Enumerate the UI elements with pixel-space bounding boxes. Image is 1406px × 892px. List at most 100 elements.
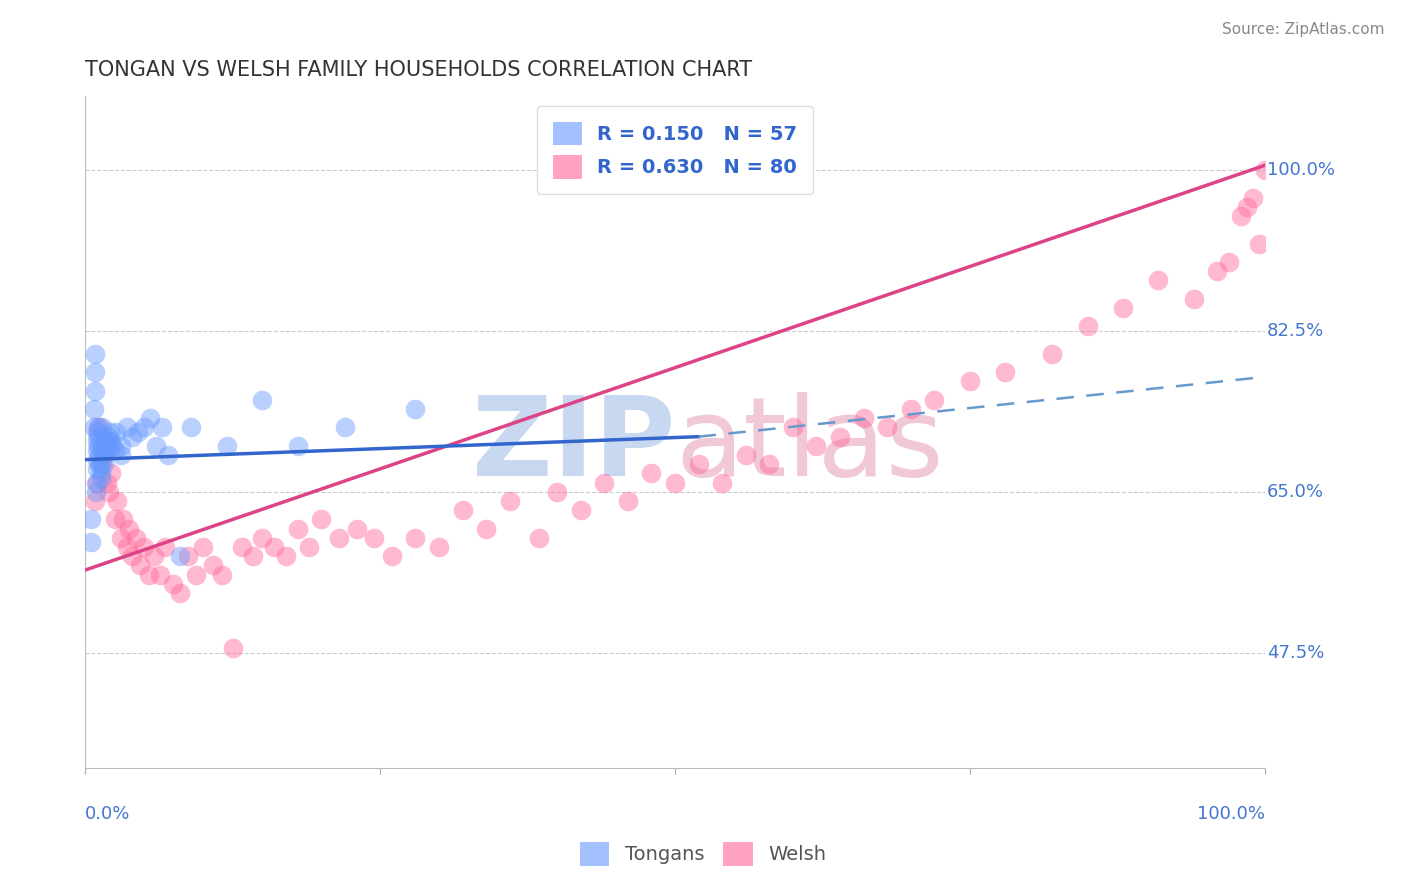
Point: [688, 457, 710, 471]
Point: [180, 420, 202, 434]
Point: [900, 402, 922, 417]
Point: [156, 448, 179, 462]
Point: [1147, 273, 1170, 287]
Point: [93, 457, 115, 471]
Point: [616, 494, 638, 508]
Point: [86, 475, 108, 490]
Point: [83, 494, 105, 508]
Point: [128, 558, 150, 573]
Point: [193, 540, 215, 554]
Point: [91, 443, 114, 458]
Point: [87, 420, 110, 434]
Point: [876, 420, 898, 434]
Text: 47.5%: 47.5%: [1267, 644, 1324, 662]
Point: [125, 531, 148, 545]
Point: [346, 522, 368, 536]
Point: [90, 471, 112, 485]
Point: [215, 439, 238, 453]
Point: [93, 448, 115, 462]
Point: [231, 540, 253, 554]
Point: [118, 522, 141, 536]
Point: [105, 494, 128, 508]
Text: 82.5%: 82.5%: [1267, 322, 1324, 340]
Point: [97, 443, 120, 458]
Point: [298, 540, 321, 554]
Point: [100, 467, 122, 481]
Point: [83, 384, 105, 398]
Point: [90, 420, 112, 434]
Text: 65.0%: 65.0%: [1267, 483, 1324, 500]
Point: [177, 549, 200, 564]
Point: [96, 434, 118, 449]
Point: [90, 457, 112, 471]
Point: [1236, 200, 1258, 214]
Point: [91, 439, 114, 453]
Point: [90, 430, 112, 444]
Point: [97, 430, 120, 444]
Point: [994, 365, 1017, 379]
Point: [758, 457, 780, 471]
Point: [104, 512, 127, 526]
Point: [405, 402, 427, 417]
Point: [86, 443, 108, 458]
Point: [427, 540, 450, 554]
Point: [1247, 236, 1270, 251]
Point: [242, 549, 264, 564]
Point: [149, 567, 172, 582]
Point: [90, 439, 112, 453]
Point: [83, 402, 105, 417]
Point: [959, 375, 981, 389]
Point: [115, 540, 138, 554]
Point: [84, 475, 107, 490]
Point: [924, 392, 946, 407]
Legend: Tongans, Welsh: Tongans, Welsh: [572, 834, 834, 873]
Point: [110, 439, 132, 453]
Point: [134, 420, 156, 434]
Point: [100, 434, 122, 449]
Point: [83, 347, 105, 361]
Point: [86, 452, 108, 467]
Point: [451, 503, 474, 517]
Point: [93, 448, 115, 462]
Point: [91, 439, 114, 453]
Point: [110, 531, 132, 545]
Point: [86, 425, 108, 439]
Point: [1040, 347, 1063, 361]
Point: [121, 549, 143, 564]
Point: [142, 549, 165, 564]
Point: [569, 503, 592, 517]
Point: [274, 549, 297, 564]
Point: [84, 484, 107, 499]
Point: [593, 475, 616, 490]
Point: [87, 439, 110, 453]
Text: TONGAN VS WELSH FAMILY HOUSEHOLDS CORRELATION CHART: TONGAN VS WELSH FAMILY HOUSEHOLDS CORREL…: [86, 60, 752, 79]
Text: Source: ZipAtlas.com: Source: ZipAtlas.com: [1222, 22, 1385, 37]
Point: [475, 522, 498, 536]
Point: [1230, 209, 1253, 223]
Text: ZIP: ZIP: [471, 392, 675, 499]
Point: [1112, 301, 1135, 315]
Text: 0.0%: 0.0%: [86, 805, 131, 822]
Point: [529, 531, 551, 545]
Point: [363, 531, 385, 545]
Point: [546, 484, 568, 499]
Point: [97, 484, 120, 499]
Point: [101, 439, 124, 453]
Point: [211, 567, 233, 582]
Point: [1253, 163, 1275, 178]
Point: [852, 411, 875, 425]
Point: [155, 540, 177, 554]
Point: [138, 567, 160, 582]
Point: [127, 425, 149, 439]
Point: [664, 475, 686, 490]
Point: [96, 475, 118, 490]
Point: [186, 567, 208, 582]
Point: [89, 457, 111, 471]
Point: [89, 420, 111, 434]
Legend: R = 0.150   N = 57, R = 0.630   N = 80: R = 0.150 N = 57, R = 0.630 N = 80: [537, 106, 813, 194]
Point: [112, 512, 135, 526]
Point: [328, 531, 350, 545]
Point: [1206, 264, 1229, 278]
Point: [734, 448, 756, 462]
Point: [806, 439, 828, 453]
